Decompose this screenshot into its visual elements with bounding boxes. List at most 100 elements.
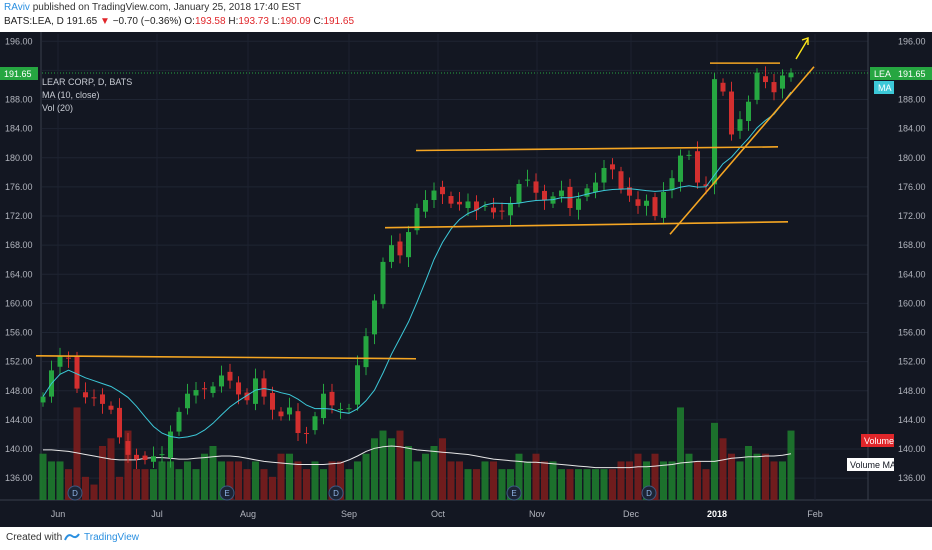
candle-body [431,190,437,201]
volume-bar [39,453,47,500]
volume-bar [124,430,132,500]
candle-body [159,454,165,456]
volume-bar [269,476,276,500]
y-tick-label-right: 156.00 [898,328,926,338]
svg-text:Volume MA: Volume MA [850,460,896,470]
volume-bar [294,461,302,500]
left-price-axis: 196.00192.00188.00184.00180.00176.00172.… [5,36,33,483]
candle-body [151,456,156,462]
x-tick-label: Nov [529,509,546,519]
y-tick-label-left: 196.00 [5,36,33,46]
candle-body [329,391,335,406]
candle-body [491,207,496,213]
grid-lines [0,32,932,501]
volume-bar [524,461,531,500]
legend-volume[interactable]: Vol (20) [42,103,74,113]
candle-body [227,371,233,381]
volume-bar [150,469,157,500]
volume-ma-line [43,445,792,469]
event-label: E [224,489,229,498]
tradingview-link[interactable]: TradingView [84,532,140,543]
candle-body [533,181,539,193]
candle-body [576,198,581,210]
volume-bar [311,461,319,500]
low-label: L: [271,16,281,27]
svg-text:191.65: 191.65 [898,69,926,79]
volume-bar [728,453,735,500]
candle-body [669,178,675,191]
trend-line [415,146,779,152]
y-tick-label-right: 160.00 [898,298,926,308]
legend-symbol[interactable]: LEAR CORP, D, BATS [42,77,133,87]
candle-body [593,182,598,193]
candle-body [423,200,428,212]
candle-body [414,208,420,231]
candle-body [312,416,318,431]
svg-text:191.65: 191.65 [4,69,32,79]
candle-body [406,232,411,258]
y-tick-label-left: 152.00 [5,357,33,367]
volume-bar [609,469,616,500]
candle-body [652,197,658,217]
candle-body [91,397,97,399]
volume-bar [549,461,557,500]
candle-body [601,167,607,183]
volume-bar [779,461,786,500]
svg-text:LEA: LEA [874,69,891,79]
candle-body [542,190,547,201]
ohlc-line: BATS:LEA, D 191.65 ▼ −0.70 (−0.36%) O:19… [4,16,354,27]
candle-body [584,188,590,197]
volume-bar [575,469,582,500]
y-tick-label-left: 156.00 [5,328,33,338]
candle-body [380,261,386,305]
x-tick-label: Aug [240,509,256,519]
y-tick-label-left: 184.00 [5,124,33,134]
volume-bar [65,469,72,500]
volume-bar [677,407,684,500]
legend-ma[interactable]: MA (10, close) [42,90,100,100]
candle-body [57,355,63,367]
event-label: E [511,489,516,498]
volume-bar [328,461,336,500]
candle-body [746,101,751,122]
y-tick-label-right: 136.00 [898,473,926,483]
volume-bar [167,461,174,500]
candle-body [474,201,479,211]
volume-bar [141,469,149,500]
volume-bars [39,407,795,500]
volume-bar [439,438,446,500]
volume-bar [243,469,251,500]
candle-body [219,375,224,387]
y-tick-label-right: 152.00 [898,357,926,367]
author-link[interactable]: RAviv [4,2,30,13]
volume-bar [753,453,761,500]
volume-bar [694,461,701,500]
trend-line [35,355,417,360]
right-last-price-badge: 191.65 [894,67,932,80]
event-marker [641,485,657,501]
y-tick-label-right: 180.00 [898,153,926,163]
change-value: −0.70 (−0.36%) [112,16,182,27]
volume-bar [558,469,565,500]
volume-bar [56,461,64,500]
candle-body [142,455,148,460]
candle-body [482,205,488,207]
candle-body [236,382,241,395]
candle-body [134,454,139,460]
volume-bar [379,430,387,500]
volume-bar [660,461,667,500]
x-tick-label: Oct [431,509,446,519]
candle-body [788,72,794,78]
low-value: 190.09 [280,16,311,27]
candle-body [253,378,258,404]
price-chart[interactable]: 196.00192.00188.00184.00180.00176.00172.… [0,32,932,527]
candle-body [202,388,207,390]
volume-bar [473,469,480,500]
candle-body [125,441,131,455]
volume-bar [447,461,455,500]
y-tick-label-right: 188.00 [898,95,926,105]
chart-area[interactable]: 196.00192.00188.00184.00180.00176.00172.… [0,32,932,527]
candle-body [210,386,216,393]
volume-bar [583,469,591,500]
open-label: O: [184,16,195,27]
